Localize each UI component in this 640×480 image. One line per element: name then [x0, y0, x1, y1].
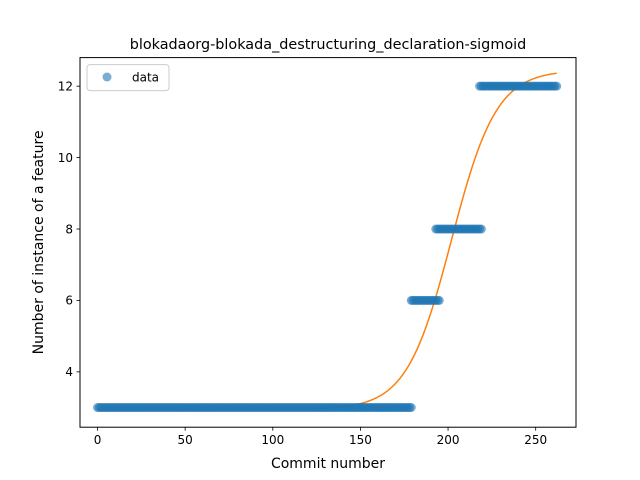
legend: data [86, 64, 170, 92]
x-tick-label: 50 [178, 433, 193, 447]
data-points-layer [93, 81, 562, 413]
x-tick-label: 200 [437, 433, 460, 447]
y-tick-label: 4 [65, 365, 73, 379]
data-point [552, 81, 562, 91]
y-axis-ticks: 4 6 8 10 12 [58, 79, 80, 379]
x-axis-ticks: 0 50 100 150 200 250 [94, 427, 547, 447]
y-tick-label: 6 [65, 294, 73, 308]
x-tick-label: 100 [261, 433, 284, 447]
y-axis-label: Number of instance of a feature [31, 130, 47, 354]
data-point [406, 403, 416, 413]
y-tick-label: 8 [65, 222, 73, 236]
legend-label-data: data [132, 71, 159, 85]
x-axis-label: Commit number [271, 456, 385, 472]
y-tick-label: 10 [58, 151, 73, 165]
y-tick-label: 12 [58, 79, 73, 93]
chart-title: blokadaorg-blokada_destructuring_declara… [130, 37, 527, 53]
legend-box [86, 64, 170, 92]
plot-frame [79, 57, 577, 428]
legend-marker-data [102, 72, 112, 82]
data-point [434, 295, 444, 305]
x-tick-label: 0 [94, 433, 102, 447]
data-point [476, 224, 486, 234]
x-tick-label: 250 [524, 433, 547, 447]
x-tick-label: 150 [349, 433, 372, 447]
